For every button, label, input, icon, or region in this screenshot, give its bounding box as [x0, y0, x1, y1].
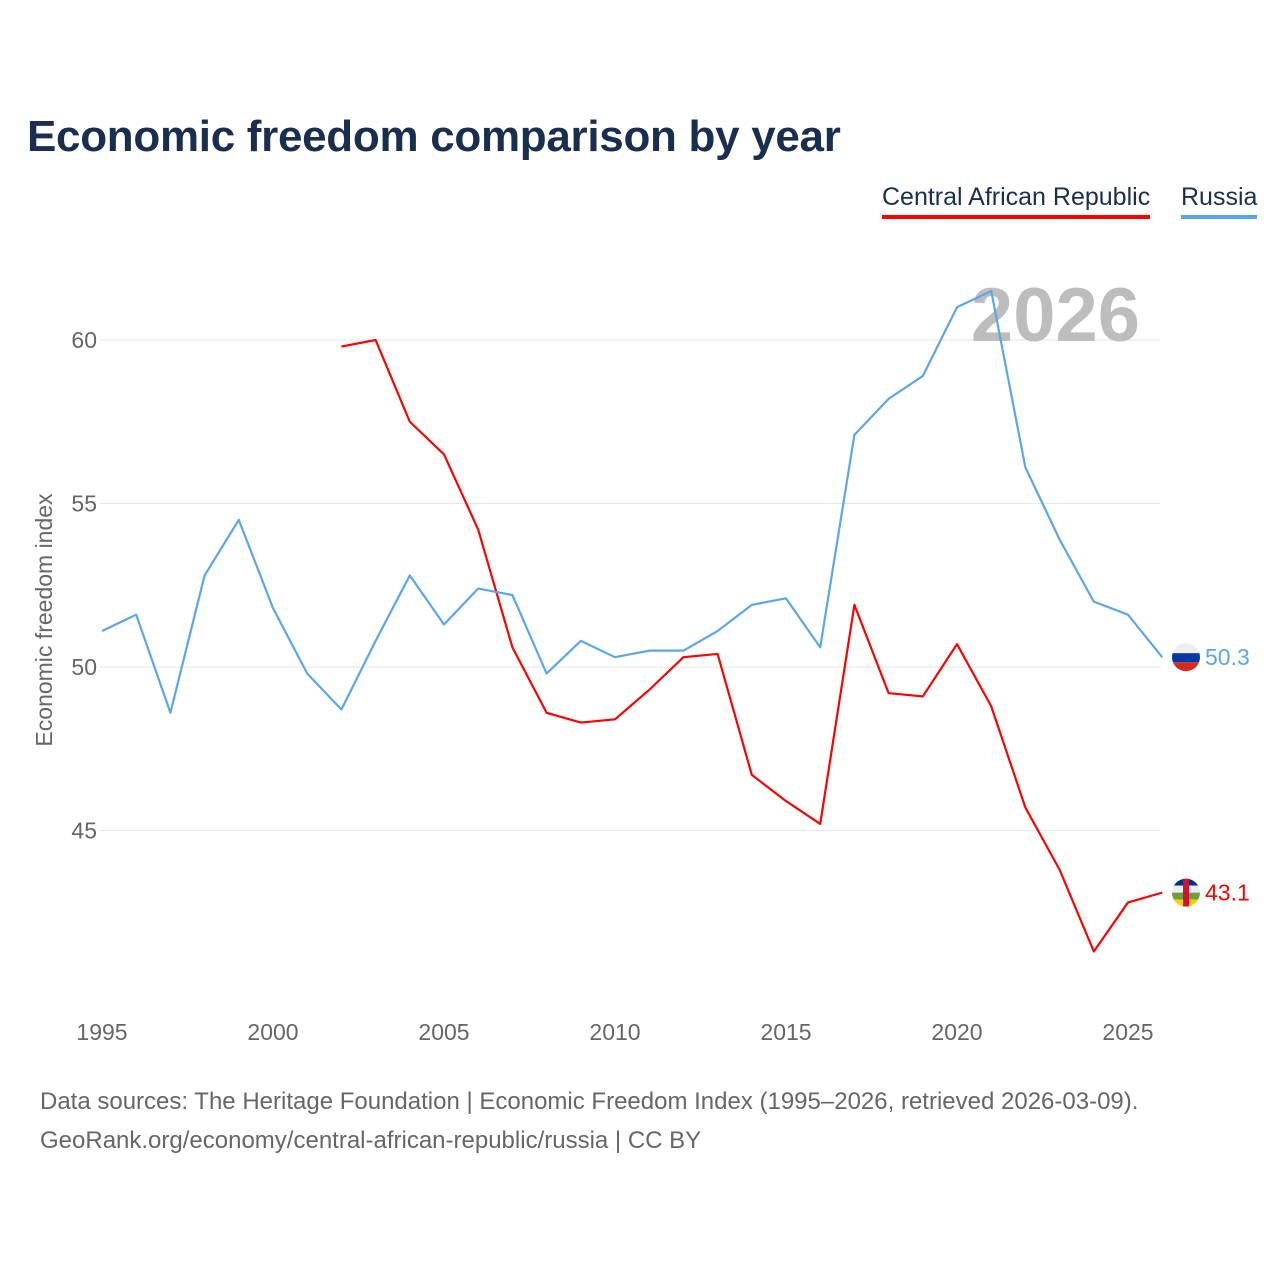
series-line-central-african-republic[interactable]: [341, 338, 1163, 953]
footer-sources: Data sources: The Heritage Foundation | …: [40, 1088, 1139, 1115]
flag-central-african-republic-icon: [1172, 878, 1200, 907]
legend-central-african-republic[interactable]: Central African Republic: [882, 183, 1151, 219]
x-tick-label: 2000: [247, 1019, 298, 1045]
x-tick-label: 2010: [589, 1019, 640, 1045]
end-value-label: 43.1: [1205, 880, 1250, 906]
footer-link[interactable]: GeoRank.org/economy/central-african-repu…: [40, 1127, 702, 1154]
x-tick-label: 2020: [931, 1019, 982, 1045]
series-line-russia[interactable]: [101, 289, 1164, 714]
y-tick-label: 55: [71, 491, 97, 517]
x-tick-label: 2015: [760, 1019, 811, 1045]
x-tick-label: 1995: [76, 1019, 127, 1045]
year-watermark: 2026: [971, 273, 1140, 358]
end-value-label: 50.3: [1205, 644, 1250, 670]
y-tick-label: 50: [71, 654, 97, 680]
y-axis-label: Economic freedom index: [31, 493, 57, 747]
legend-russia[interactable]: Russia: [1181, 183, 1258, 219]
flag-russia-icon: [1172, 643, 1200, 672]
chart-title: Economic freedom comparison by year: [27, 112, 841, 161]
y-tick-label: 45: [71, 818, 97, 844]
x-tick-label: 2025: [1102, 1019, 1153, 1045]
y-tick-label: 60: [71, 327, 97, 353]
x-tick-label: 2005: [418, 1019, 469, 1045]
